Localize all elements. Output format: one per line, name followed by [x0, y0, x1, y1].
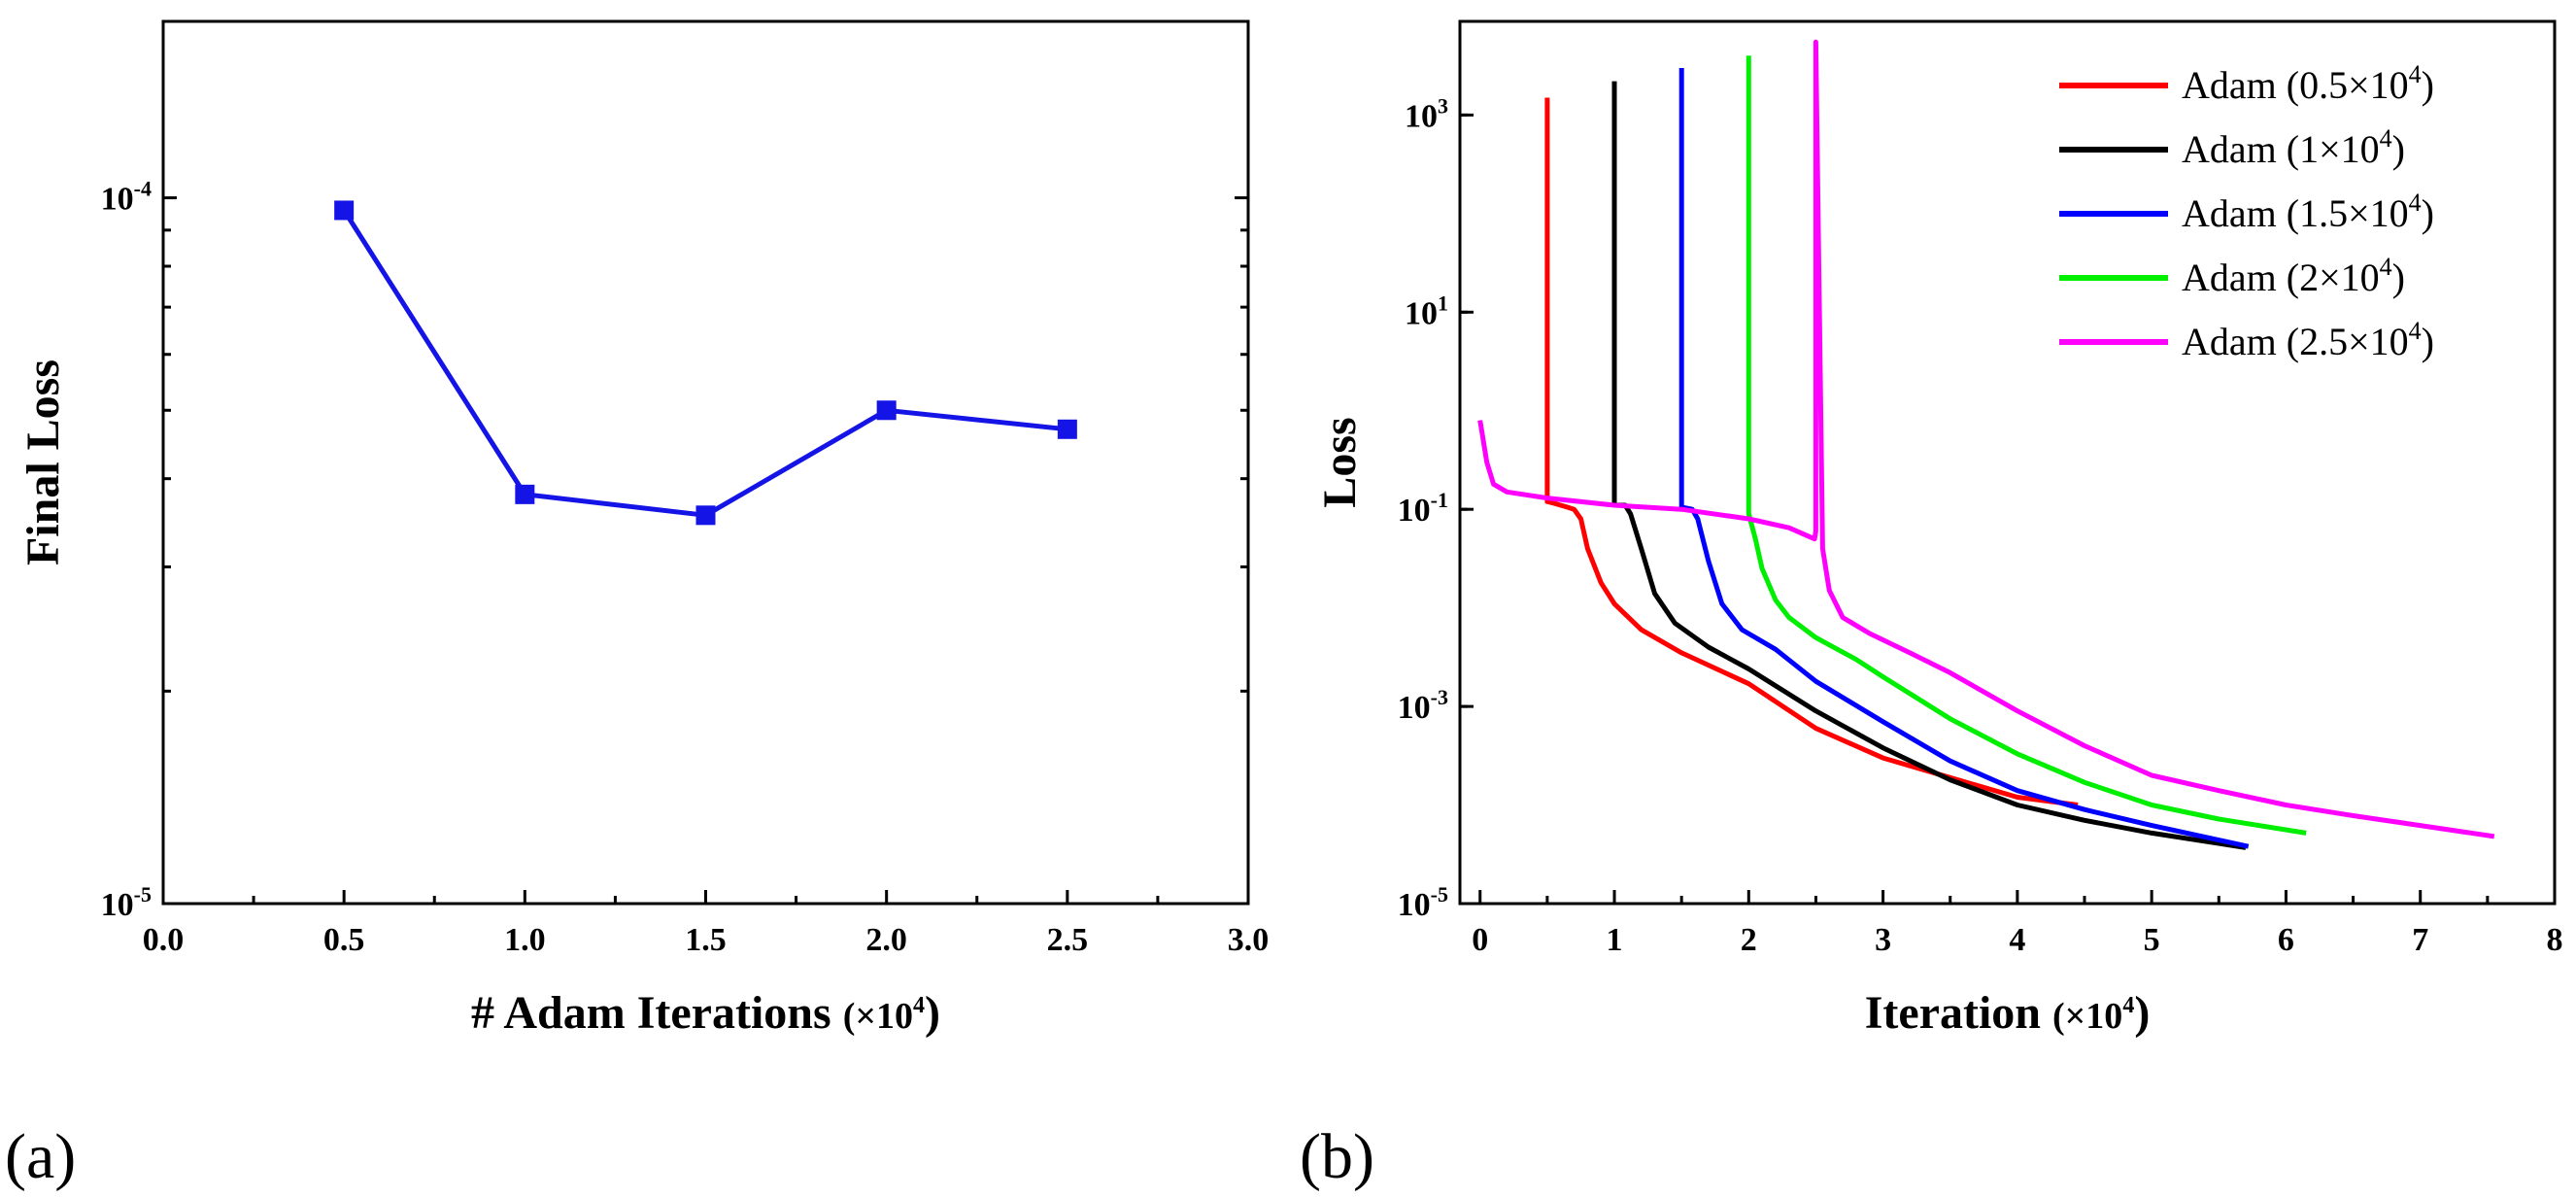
panel-label: (a): [5, 1121, 76, 1192]
y-axis-title: Loss: [1314, 417, 1366, 507]
x-tick-label: 2.0: [865, 922, 907, 958]
plot-frame: [1458, 19, 2557, 906]
data-point: [1057, 419, 1077, 439]
x-tick-label: 5: [2144, 922, 2160, 958]
legend-label: Adam (2.5×104): [2182, 317, 2434, 363]
x-tick-label: 1: [1607, 922, 1623, 958]
x-tick-label: 1.5: [685, 922, 727, 958]
x-tick-label: 4: [2009, 922, 2025, 958]
y-tick-label: 10-5: [101, 882, 152, 923]
series-line: [1678, 68, 2250, 849]
legend-label: Adam (1.5×104): [2182, 188, 2434, 235]
x-tick-label: 3: [1875, 922, 1891, 958]
y-tick-label: 10-1: [1398, 488, 1448, 529]
x-tick-label: 8: [2547, 922, 2563, 958]
x-tick-label: 0.5: [323, 922, 365, 958]
chart-panel-b: 0 1 2 3 4 5 6 7 8 10-5 10-3 10-1 101 103 Iteration (×1…: [1300, 19, 2563, 1192]
x-axis-title: Iteration (×104): [1865, 987, 2151, 1039]
y-tick-label: 101: [1405, 291, 1448, 331]
data-point: [876, 400, 897, 421]
series-line: [1544, 97, 2079, 807]
x-tick-label: 6: [2278, 922, 2294, 958]
data-point: [515, 484, 535, 504]
x-tick-label: 3.0: [1228, 922, 1270, 958]
x-tick-label: 7: [2412, 922, 2428, 958]
series-line: [342, 209, 1068, 518]
x-tick-label: 0: [1472, 922, 1488, 958]
plot-frame: [161, 19, 1250, 906]
legend-label: Adam (1×104): [2182, 124, 2405, 171]
data-point: [695, 505, 716, 526]
chart-panel-a: 0.0 0.5 1.0 1.5 2.0 2.5 3.0 10-5 10-4 # Adam Iter…: [5, 19, 1270, 1192]
data-point: [334, 200, 355, 221]
legend-label: Adam (0.5×104): [2182, 60, 2434, 107]
legend-label: Adam (2×104): [2182, 253, 2405, 299]
panel-label: (b): [1300, 1121, 1374, 1192]
series-line: [1746, 55, 2307, 836]
y-tick-label: 10-3: [1398, 685, 1448, 726]
y-axis-title: Final Loss: [17, 359, 69, 565]
x-tick-label: 2.5: [1047, 922, 1089, 958]
y-tick-label: 103: [1405, 93, 1448, 134]
x-axis-title: # Adam Iterations (×104): [471, 987, 940, 1039]
y-tick-label: 10-5: [1398, 882, 1448, 923]
x-tick-label: 2: [1741, 922, 1757, 958]
series-line: [1477, 39, 2495, 839]
x-tick-label: 1.0: [504, 922, 546, 958]
series-line: [1611, 81, 2247, 850]
x-tick-label: 0.0: [143, 922, 185, 958]
y-tick-label: 10-4: [101, 177, 152, 218]
